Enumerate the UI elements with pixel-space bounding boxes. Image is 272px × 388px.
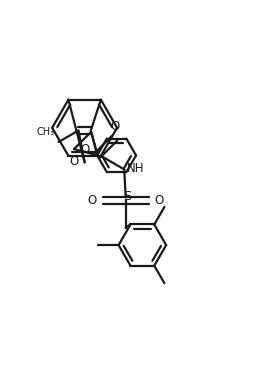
Text: O: O [87, 194, 97, 207]
Text: NH: NH [126, 161, 144, 175]
Text: O: O [80, 142, 89, 156]
Text: O: O [154, 194, 164, 207]
Text: CH₃: CH₃ [36, 127, 54, 137]
Text: O: O [70, 154, 79, 168]
Text: O: O [110, 120, 119, 133]
Text: S: S [123, 190, 131, 203]
